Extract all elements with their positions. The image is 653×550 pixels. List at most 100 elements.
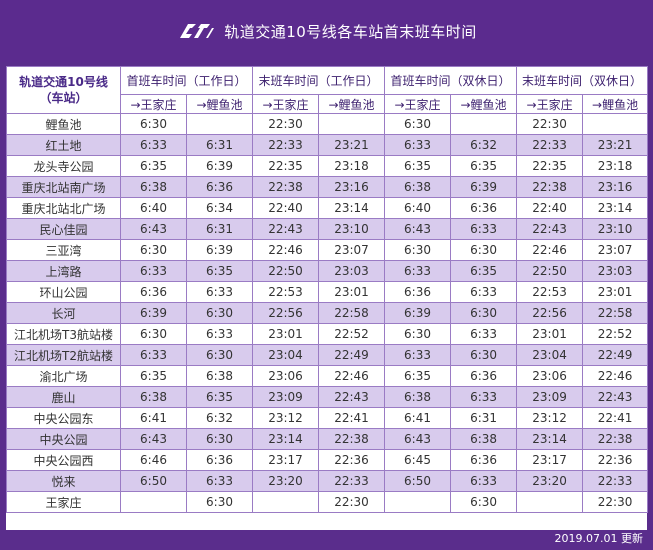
group-header: 末班车时间（工作日） [252,66,386,95]
crt-logo-icon [176,20,216,42]
time-cell: 6:41 [120,407,187,429]
time-cell: 22:36 [318,449,386,471]
time-cell [384,491,452,513]
table-row: 红土地 6:33 6:31 22:33 23:21 6:33 6:32 22:33 23:21 [6,134,649,156]
time-cell: 6:30 [450,344,518,366]
time-cell: 6:30 [185,428,254,450]
table-row: 重庆北站南广场 6:38 6:36 22:38 23:16 6:38 6:39 22:38 23… [6,176,649,198]
time-cell [516,491,584,513]
table-row: 鲤鱼池 6:30 22:30 6:30 22:30 [6,113,649,135]
time-cell: 22:56 [516,302,584,324]
station-name-cell: 王家庄 [6,491,121,513]
time-cell: 6:33 [384,344,452,366]
time-cell: 23:18 [318,155,386,177]
time-cell: 6:33 [120,260,187,282]
time-cell [185,113,254,135]
page-header: 轨道交通10号线各车站首末班车时间 [0,0,653,62]
station-name-cell: 红土地 [6,134,121,156]
station-header-line2: （车站） [39,91,88,105]
time-cell: 23:01 [582,281,649,303]
time-cell: 22:33 [252,134,320,156]
time-cell: 6:33 [450,470,518,492]
time-cell: 6:36 [450,449,518,471]
time-cell: 6:33 [185,323,254,345]
time-cell: 23:01 [318,281,386,303]
time-cell: 6:43 [120,218,187,240]
time-cell: 22:52 [318,323,386,345]
time-cell: 22:30 [318,491,386,513]
time-cell: 6:34 [185,197,254,219]
time-cell: 22:38 [516,176,584,198]
time-cell: 6:33 [120,344,187,366]
table-row: 龙头寺公园 6:35 6:39 22:35 23:18 6:35 6:35 22:35 23:1… [6,155,649,177]
time-cell: 6:39 [185,239,254,261]
time-cell: 6:30 [120,239,187,261]
time-cell: 6:32 [450,134,518,156]
time-cell: 6:36 [185,176,254,198]
time-cell: 6:43 [384,428,452,450]
time-cell: 6:46 [120,449,187,471]
time-cell: 6:50 [384,470,452,492]
time-cell: 6:38 [384,176,452,198]
time-cell: 6:30 [384,113,452,135]
time-cell: 6:33 [185,470,254,492]
time-cell: 6:38 [120,386,187,408]
time-cell: 23:10 [582,218,649,240]
time-cell: 22:52 [582,323,649,345]
time-cell: 6:40 [384,197,452,219]
time-cell: 22:58 [582,302,649,324]
time-cell: 6:32 [185,407,254,429]
schedule-table-body: 鲤鱼池 6:30 22:30 6:30 22:30 红土地 6:33 6:31 22:33 23:… [6,113,649,513]
time-cell: 23:17 [252,449,320,471]
time-cell: 22:49 [582,344,649,366]
time-cell: 23:07 [582,239,649,261]
time-cell: 6:36 [120,281,187,303]
time-cell: 23:14 [516,428,584,450]
station-header-line1: 轨道交通10号线 [19,75,108,89]
time-cell: 22:35 [516,155,584,177]
time-cell [450,113,518,135]
time-cell: 22:30 [582,491,649,513]
time-cell: 6:30 [384,323,452,345]
time-cell: 6:33 [384,134,452,156]
direction-header: →王家庄 [252,94,320,114]
direction-header: →鲤鱼池 [582,94,649,114]
time-cell: 22:38 [582,428,649,450]
time-cell: 23:20 [516,470,584,492]
station-name-cell: 渝北广场 [6,365,121,387]
time-cell: 22:49 [318,344,386,366]
time-cell: 6:36 [185,449,254,471]
time-cell: 22:43 [252,218,320,240]
time-cell: 23:10 [318,218,386,240]
station-name-cell: 三亚湾 [6,239,121,261]
time-cell: 23:14 [252,428,320,450]
table-row: 长河 6:39 6:30 22:56 22:58 6:39 6:30 22:56 22:58 [6,302,649,324]
time-cell: 6:30 [450,302,518,324]
time-cell: 22:35 [252,155,320,177]
time-cell: 6:33 [120,134,187,156]
time-cell: 23:03 [318,260,386,282]
time-cell: 6:33 [384,260,452,282]
station-name-cell: 重庆北站北广场 [6,197,121,219]
time-cell: 6:33 [185,281,254,303]
time-cell: 6:40 [120,197,187,219]
table-row: 三亚湾 6:30 6:39 22:46 23:07 6:30 6:30 22:46 23:07 [6,239,649,261]
station-name-cell: 鲤鱼池 [6,113,121,135]
table-row: 鹿山 6:38 6:35 23:09 22:43 6:38 6:33 23:09 22:43 [6,386,649,408]
time-cell: 22:46 [252,239,320,261]
time-cell: 6:35 [185,386,254,408]
time-cell: 22:58 [318,302,386,324]
time-cell: 22:41 [318,407,386,429]
time-cell: 6:30 [185,491,254,513]
time-cell: 23:21 [318,134,386,156]
time-cell: 6:31 [450,407,518,429]
time-cell: 6:50 [120,470,187,492]
time-cell: 6:38 [120,176,187,198]
time-cell: 23:16 [582,176,649,198]
time-cell: 6:35 [185,260,254,282]
time-cell: 6:38 [384,386,452,408]
table-row: 王家庄 6:30 22:30 6:30 22:30 [6,491,649,513]
time-cell: 23:12 [516,407,584,429]
table-row: 渝北广场 6:35 6:38 23:06 22:46 6:35 6:36 23:06 22:46 [6,365,649,387]
time-cell: 22:50 [252,260,320,282]
